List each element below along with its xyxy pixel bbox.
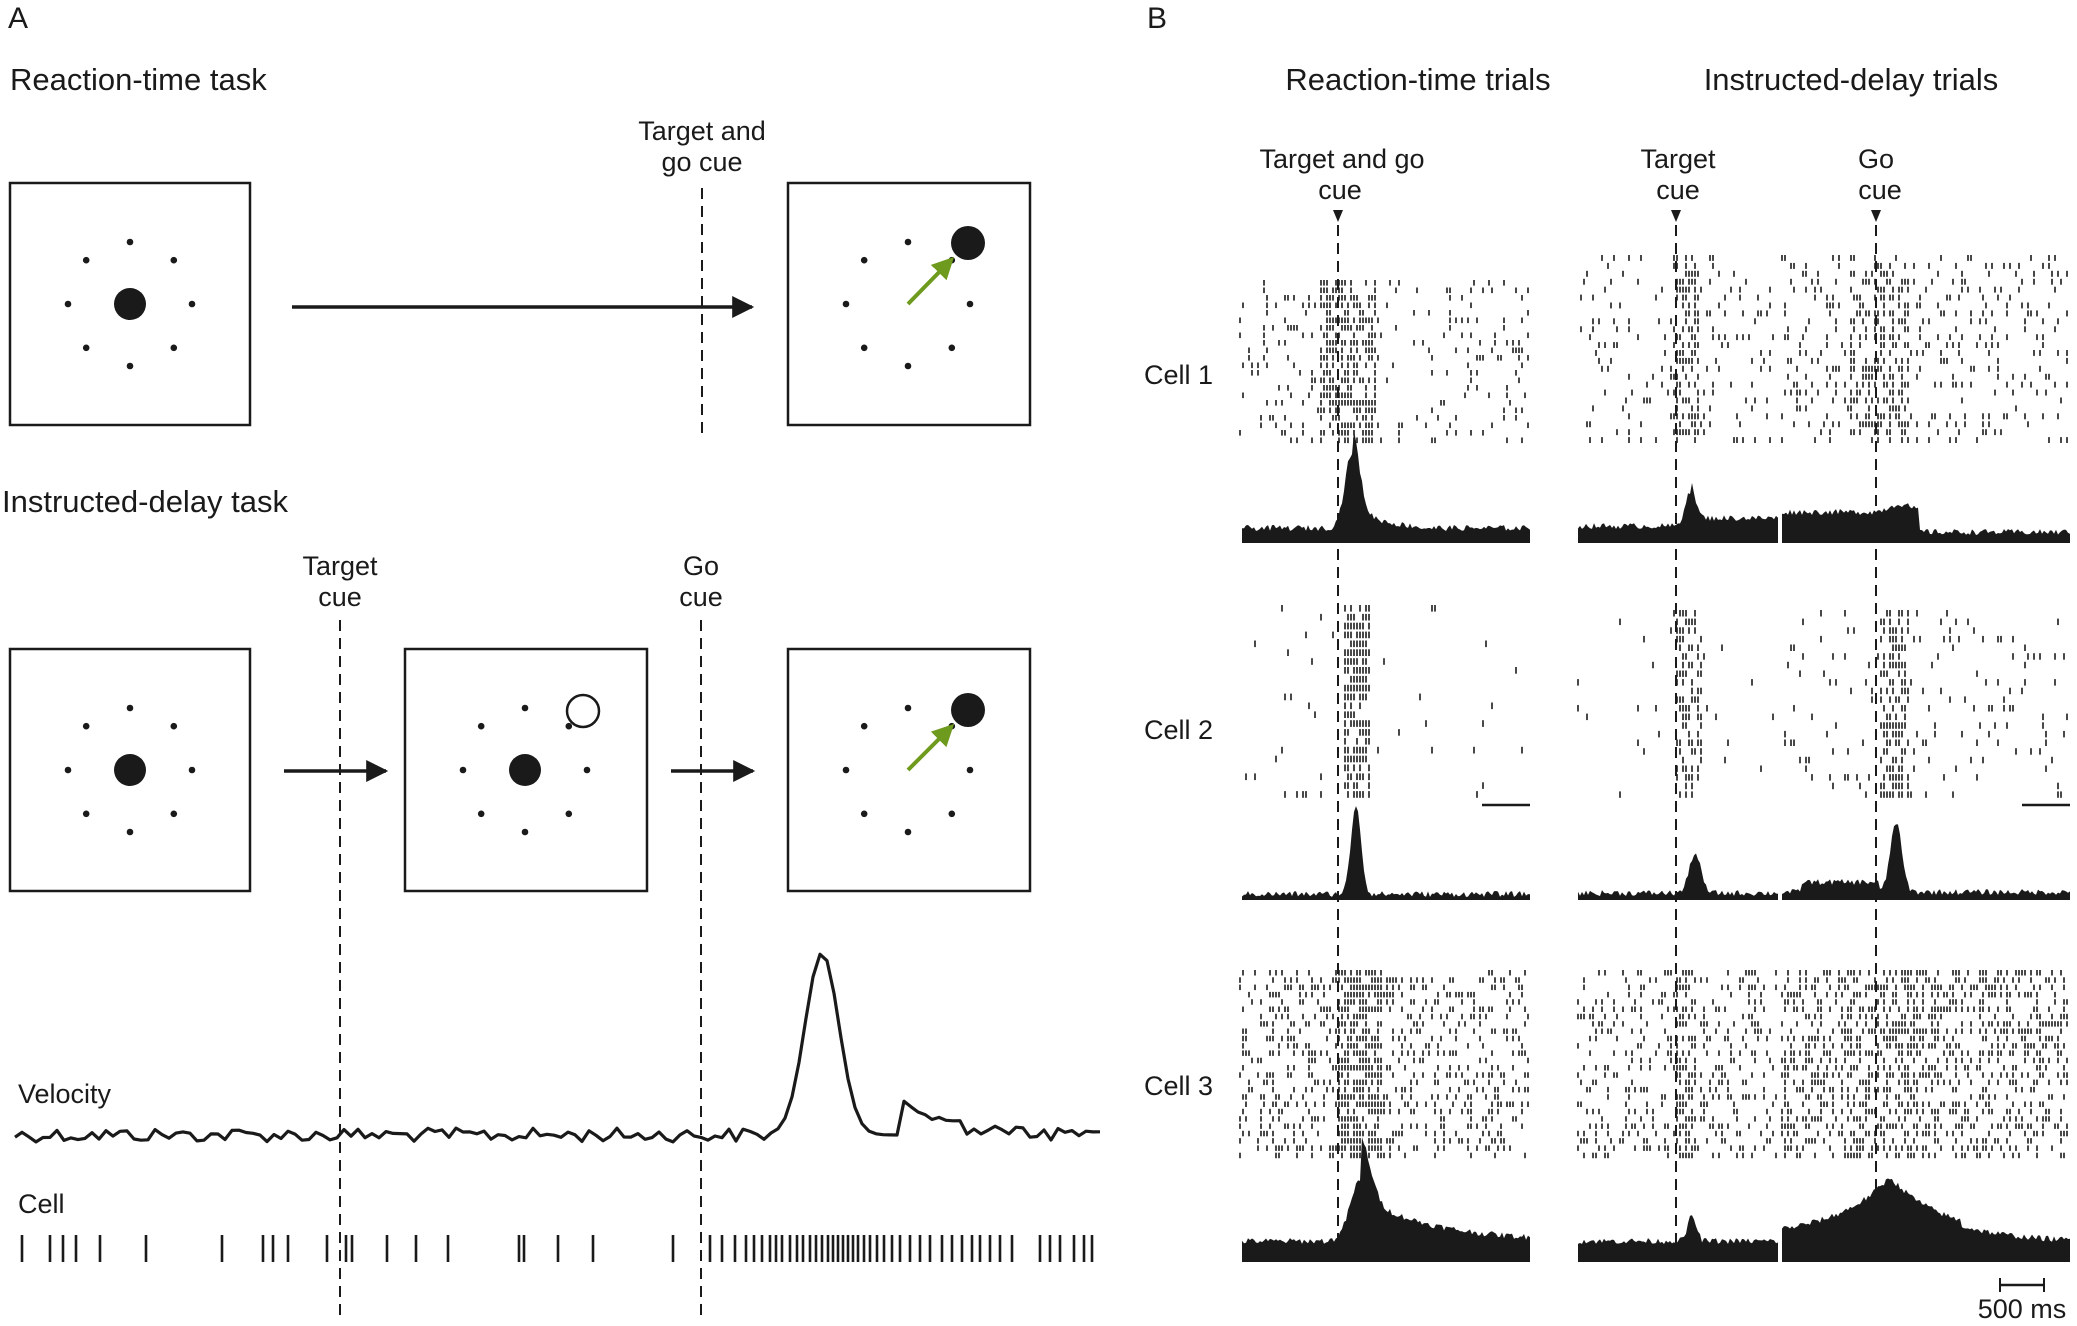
histogram-bars [1782, 1178, 2070, 1262]
target-dot [842, 766, 850, 774]
cell-spike-train [20, 1235, 1094, 1262]
target-dot [565, 722, 573, 730]
rt-trials-title: Reaction-time trials [1285, 62, 1550, 97]
target-dot [170, 256, 178, 264]
cell-label: Cell [18, 1189, 65, 1219]
target-dot [82, 256, 90, 264]
instructed-delay-task-title: Instructed-delay task [2, 484, 289, 519]
b-go-cue-label-line2: cue [1858, 175, 1902, 205]
b-target-cue-label-line1: Target [1640, 144, 1716, 174]
velocity-trace [14, 952, 1101, 1144]
target-dot [842, 300, 850, 308]
target-cue-label-line1: Target [302, 551, 378, 581]
target-dot [521, 828, 529, 836]
target-dot [64, 300, 72, 308]
peripheral-targets [459, 704, 591, 836]
go-cue-label-line2: cue [679, 582, 723, 612]
green-movement-arrow [906, 256, 955, 306]
target-dot [860, 344, 868, 352]
id-delay-screen [403, 647, 649, 893]
go-cue-marker-triangle [1871, 210, 1881, 222]
rt-cue-label-line2: go cue [661, 147, 742, 177]
target-cue-marker-triangle [1671, 210, 1681, 222]
id-trials-title: Instructed-delay trials [1704, 62, 1999, 97]
target-dot [126, 362, 134, 370]
target-dot [477, 722, 485, 730]
b-target-cue-label-line2: cue [1656, 175, 1700, 205]
scale-bar-label: 500 ms [1978, 1294, 2067, 1324]
target-dot [170, 344, 178, 352]
cell-2-label: Cell 2 [1144, 715, 1213, 745]
reach-target [951, 693, 985, 727]
center-hold-target [509, 754, 541, 786]
histogram-bars [1578, 853, 1778, 900]
target-dot [904, 238, 912, 246]
panel-b-label: B [1147, 2, 1167, 35]
target-dot [170, 810, 178, 818]
target-dot [477, 810, 485, 818]
raster-plots [1239, 255, 2070, 1159]
rt-cue-label-line1: Target and [638, 116, 766, 146]
target-dot [860, 722, 868, 730]
panel-a-label: A [8, 2, 28, 35]
target-dot [126, 828, 134, 836]
target-dot [188, 300, 196, 308]
target-dot [966, 300, 974, 308]
scale-bar [1999, 1278, 2045, 1292]
id-movement-screen [786, 647, 1032, 893]
target-dot [170, 722, 178, 730]
target-dot [82, 344, 90, 352]
target-dot [126, 238, 134, 246]
go-cue-label-line1: Go [683, 551, 719, 581]
target-dot [904, 362, 912, 370]
target-dot [583, 766, 591, 774]
target-dot [82, 722, 90, 730]
rt-cue-marker-triangle [1333, 210, 1343, 222]
center-hold-target [114, 754, 146, 786]
target-dot [64, 766, 72, 774]
target-dot [565, 810, 573, 818]
target-dot [948, 344, 956, 352]
peripheral-targets [64, 238, 196, 370]
target-dot [459, 766, 467, 774]
b-rt-cue-label-line2: cue [1318, 175, 1362, 205]
cued-target-outline [565, 693, 601, 729]
target-dot [904, 828, 912, 836]
target-dot [126, 704, 134, 712]
peri-event-histograms [1242, 431, 2070, 1262]
target-dot [521, 704, 529, 712]
reaction-time-task-title: Reaction-time task [10, 62, 267, 97]
histogram-bars [1578, 1215, 1778, 1262]
green-movement-arrow [906, 723, 955, 772]
target-dot [860, 810, 868, 818]
target-dot [904, 704, 912, 712]
target-dot [82, 810, 90, 818]
target-dot [188, 766, 196, 774]
reach-target [951, 226, 985, 260]
cell-3-label: Cell 3 [1144, 1071, 1213, 1101]
center-hold-target [114, 288, 146, 320]
histogram-bars [1782, 503, 2070, 543]
histogram-bars [1242, 806, 1530, 900]
target-dot [860, 256, 868, 264]
id-start-screen [8, 647, 252, 893]
target-dot [948, 810, 956, 818]
histogram-bars [1242, 1137, 1530, 1262]
peripheral-targets [64, 704, 196, 836]
target-dot [966, 766, 974, 774]
cell-1-label: Cell 1 [1144, 360, 1213, 390]
histogram-bars [1578, 482, 1778, 543]
histogram-bars [1242, 431, 1530, 543]
histogram-bars [1782, 824, 2070, 900]
b-rt-cue-label-line1: Target and go [1259, 144, 1424, 174]
rt-start-screen [8, 181, 252, 427]
target-cue-label-line2: cue [318, 582, 362, 612]
b-go-cue-label-line1: Go [1858, 144, 1894, 174]
rt-movement-screen [786, 181, 1032, 427]
velocity-label: Velocity [18, 1079, 112, 1109]
